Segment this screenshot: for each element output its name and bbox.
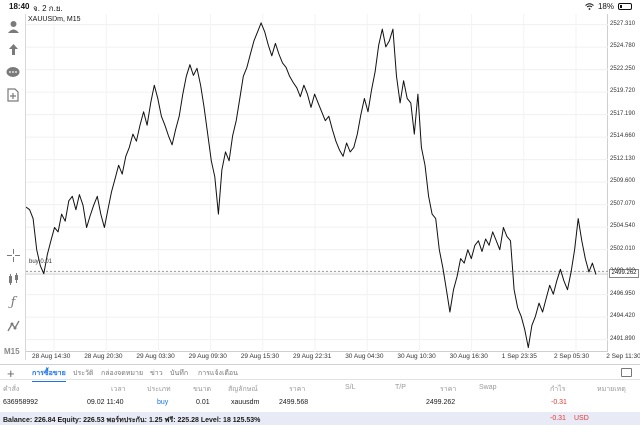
col-swap: Swap	[479, 384, 497, 391]
profit-currency: USD	[574, 415, 589, 422]
indicators-icon[interactable]	[5, 271, 21, 287]
current-price-tag: 2499.262	[609, 269, 639, 279]
col-volume: ขนาด	[193, 386, 212, 393]
col-profit: กำไร	[550, 386, 566, 393]
col-type: ประเภท	[147, 386, 171, 393]
x-tick-label: 28 Aug 20:30	[84, 353, 123, 360]
col-tp: T/P	[395, 384, 406, 391]
y-tick-label: 2502.010	[610, 245, 636, 252]
account-summary: Balance: 226.84 Equity: 226.53 พอร์ทประก…	[0, 412, 640, 425]
order-volume: 0.01	[196, 399, 210, 406]
x-tick-label: 29 Aug 15:30	[240, 353, 280, 360]
col-order: คำสั่ง	[3, 386, 20, 393]
y-tick-label: 2527.310	[610, 20, 636, 27]
col-price: ราคา	[440, 386, 457, 393]
timeframe-button[interactable]: M15	[4, 347, 20, 356]
x-tick-label: 29 Aug 09:30	[188, 353, 227, 360]
x-tick-label: 30 Aug 16:30	[449, 353, 488, 360]
clock: 18:40	[9, 2, 30, 11]
y-tick-label: 2519.720	[610, 88, 636, 95]
crosshair-icon[interactable]	[5, 247, 21, 263]
price-chart[interactable]: XAUUSDm, M15	[26, 14, 608, 352]
account-summary-text: Balance: 226.84 Equity: 226.53 พอร์ทประก…	[3, 417, 261, 424]
battery-percent: 18%	[597, 2, 614, 11]
chart-plot	[26, 14, 608, 352]
y-tick-label: 2512.130	[610, 155, 636, 162]
y-tick-label: 2517.190	[610, 110, 636, 117]
chart-sidebar: ƒ M15	[0, 14, 26, 360]
y-tick-label: 2496.950	[610, 290, 636, 297]
tab-news[interactable]: ข่าว	[150, 370, 163, 377]
order-time: 09.02 11:40	[87, 399, 124, 406]
total-profit: -0.31	[550, 415, 566, 422]
order-open-price: 2499.568	[279, 399, 309, 406]
status-bar: 18:40 จ. 2 ก.ย. 18%	[0, 0, 640, 14]
objects-icon[interactable]	[5, 317, 21, 333]
y-tick-label: 2507.070	[610, 200, 636, 207]
wifi-icon	[585, 3, 594, 10]
chat-icon[interactable]	[5, 64, 21, 80]
x-tick-label: 2 Sep 05:30	[554, 353, 590, 360]
price-series-line	[26, 22, 597, 349]
function-icon[interactable]: ƒ	[10, 294, 16, 310]
x-tick-label: 2 Sep 11:30	[606, 353, 640, 360]
status-right: 18%	[585, 2, 632, 11]
x-tick-label: 30 Aug 10:30	[397, 353, 436, 360]
toolbox-tabs: + การซื้อขาย ประวัติ กล่องจดหมาย ข่าว บั…	[0, 364, 640, 382]
new-order-icon[interactable]	[5, 87, 21, 103]
tab-mailbox[interactable]: กล่องจดหมาย	[101, 370, 144, 377]
col-symbol: สัญลักษณ์	[228, 386, 258, 393]
x-tick-label: 29 Aug 22:31	[293, 353, 332, 360]
col-open-price: ราคา	[289, 386, 306, 393]
battery-icon	[618, 3, 632, 10]
y-tick-label: 2491.890	[610, 335, 636, 342]
order-id: 636958992	[3, 399, 39, 406]
person-icon[interactable]	[5, 18, 21, 34]
tab-history[interactable]: ประวัติ	[73, 370, 94, 377]
order-current-price: 2499.262	[426, 399, 456, 406]
col-time: เวลา	[111, 386, 126, 393]
trade-icon[interactable]	[5, 41, 21, 57]
tab-trade[interactable]: การซื้อขาย	[32, 368, 66, 382]
y-tick-label: 2522.250	[610, 65, 636, 72]
tab-alerts[interactable]: การแจ้งเตือน	[198, 370, 238, 377]
col-sl: S/L	[345, 384, 356, 391]
y-tick-label: 2494.420	[610, 313, 636, 320]
price-axis: 2527.310 2524.780 2522.250 2519.720 2517.190…	[608, 14, 640, 352]
y-tick-label: 2509.600	[610, 178, 636, 185]
order-symbol: xauusdm	[231, 399, 260, 406]
x-tick-label: 28 Aug 14:30	[32, 353, 71, 360]
x-tick-label: 30 Aug 04:30	[345, 353, 384, 360]
tab-journal[interactable]: บันทึก	[170, 370, 189, 377]
x-tick-label: 1 Sep 23:35	[501, 353, 537, 360]
y-tick-label: 2504.540	[610, 223, 636, 230]
y-tick-label: 2514.660	[610, 133, 636, 140]
date: จ. 2 ก.ย.	[33, 4, 63, 13]
panel-layout-icon[interactable]	[621, 368, 632, 377]
buy-position-label: buy 0.01	[29, 259, 53, 265]
add-icon[interactable]: +	[7, 366, 15, 381]
col-comment: หมายเหตุ	[597, 386, 626, 393]
y-tick-label: 2524.780	[610, 43, 636, 50]
order-type: buy	[157, 399, 169, 406]
order-profit: -0.31	[551, 399, 567, 406]
x-tick-label: 29 Aug 03:30	[136, 353, 175, 360]
